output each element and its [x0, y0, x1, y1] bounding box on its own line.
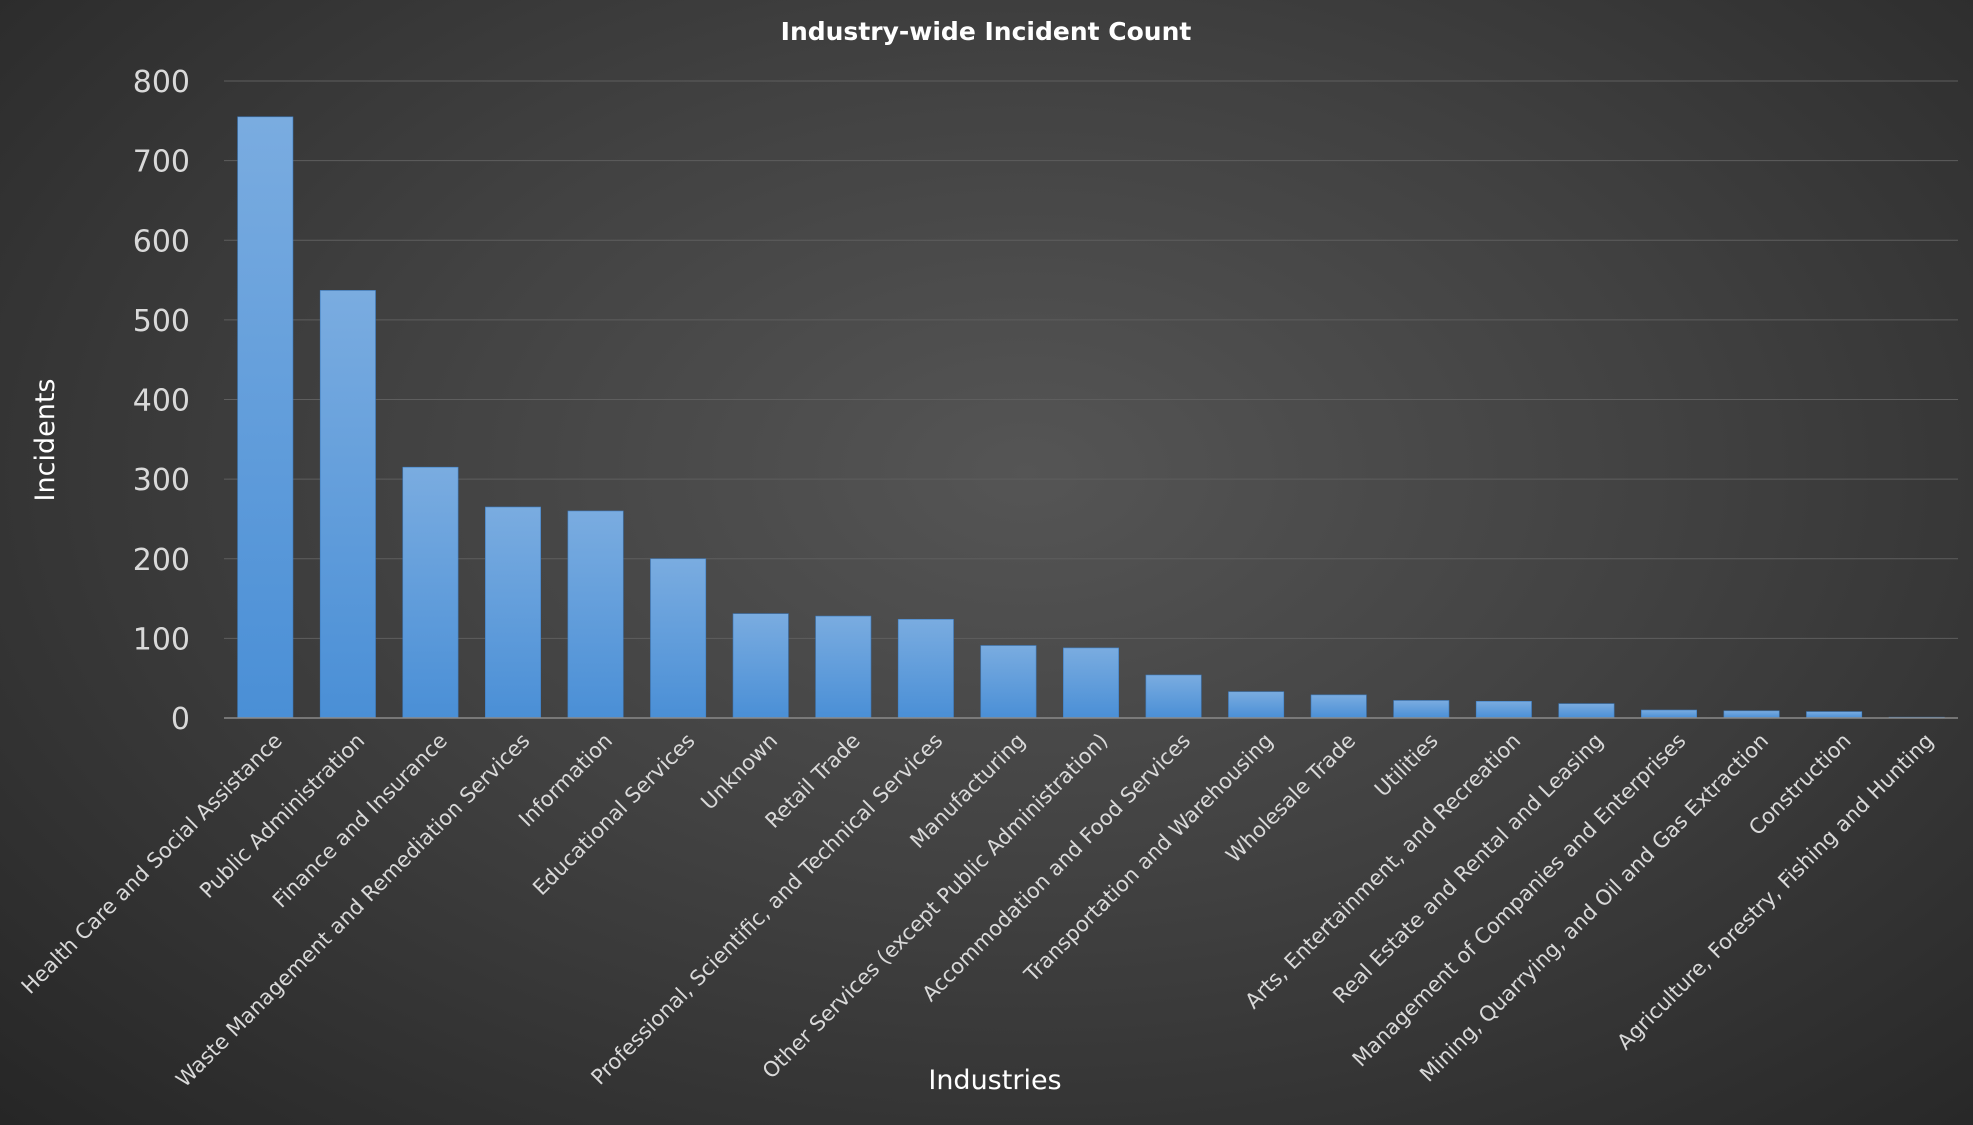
y-tick-label: 500 [133, 304, 190, 339]
y-axis-label: Incidents [30, 379, 61, 502]
y-tick-label: 0 [171, 702, 190, 737]
y-axis-ticks: 0 100 200 300 400 500 600 700 800 [133, 65, 190, 737]
bar [732, 613, 789, 719]
bar [1063, 647, 1119, 719]
x-tick-label: Educational Services [528, 729, 699, 900]
bar [1723, 710, 1780, 719]
bar [1558, 703, 1615, 719]
bar [1641, 709, 1697, 719]
bar [1145, 674, 1202, 719]
y-tick-label: 400 [133, 384, 190, 419]
y-tick-label: 100 [133, 622, 190, 657]
x-tick-label: Utilities [1370, 729, 1443, 802]
y-tick-label: 200 [133, 543, 190, 578]
y-tick-label: 700 [133, 145, 190, 180]
bar [897, 618, 954, 719]
bar [567, 510, 624, 719]
bar [1806, 711, 1863, 719]
y-tick-label: 300 [133, 463, 190, 498]
bar [1310, 694, 1367, 719]
x-axis-ticks: Health Care and Social AssistancePublic … [17, 729, 1939, 1092]
gridlines [224, 80, 1958, 639]
bar [1393, 700, 1450, 719]
x-tick-label: Agriculture, Forestry, Fishing and Hunti… [1612, 729, 1938, 1055]
bar [485, 506, 541, 719]
bar [815, 615, 872, 719]
y-tick-label: 800 [133, 65, 190, 100]
bar [402, 466, 459, 719]
bar [650, 558, 707, 719]
bar [237, 116, 294, 719]
bars [237, 116, 1945, 719]
y-tick-label: 600 [133, 224, 190, 259]
bar [1228, 691, 1285, 719]
x-axis-label: Industries [928, 1065, 1061, 1096]
x-tick-label: Public Administration [195, 729, 369, 903]
bar [980, 645, 1037, 719]
bar [1475, 700, 1532, 719]
chart-title: Industry-wide Incident Count [781, 17, 1192, 46]
x-tick-label: Unknown [696, 729, 782, 815]
bar [319, 290, 376, 719]
